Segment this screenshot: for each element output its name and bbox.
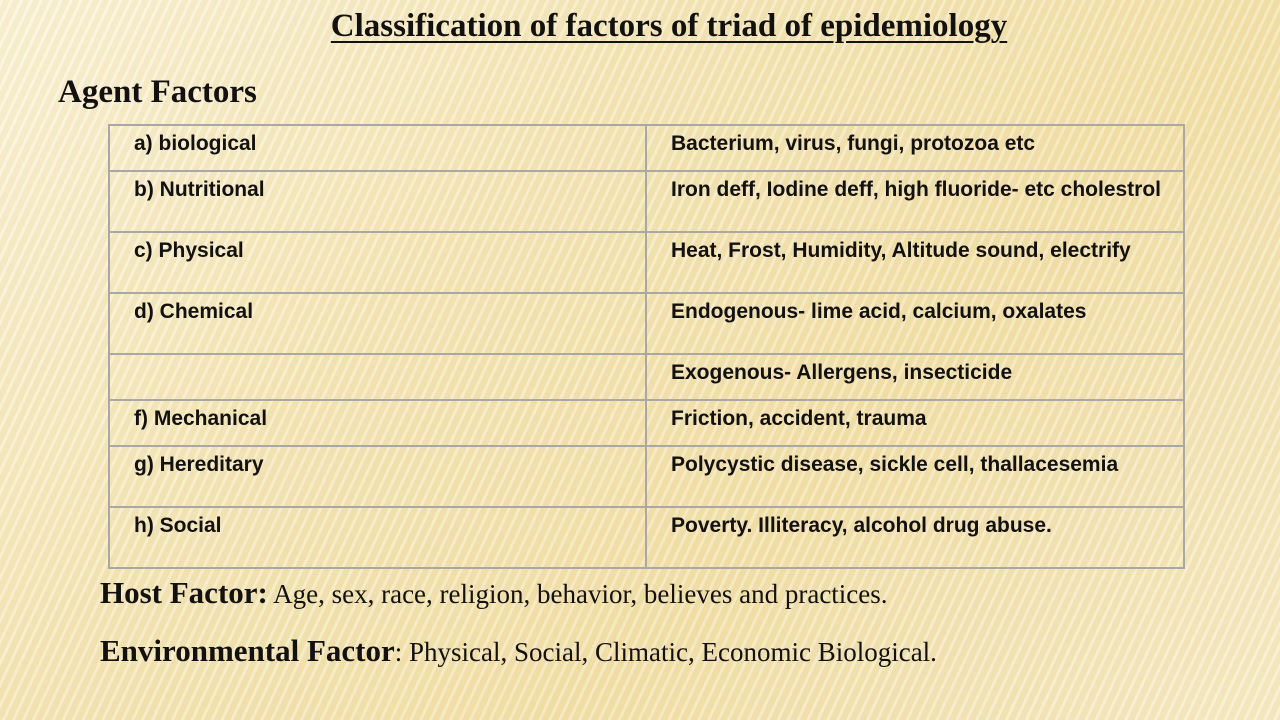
agent-factors-heading: Agent Factors [58,74,257,110]
category-cell: h) Social [108,506,647,569]
examples-cell: Exogenous- Allergens, insecticide [645,353,1185,401]
category-cell [108,353,647,401]
table-row: c) Physical Heat, Frost, Humidity, Altit… [108,231,1185,294]
table-row: f) Mechanical Friction, accident, trauma [108,399,1185,447]
table-row: a) biological Bacterium, virus, fungi, p… [108,124,1185,172]
environmental-factor-text: : Physical, Social, Climatic, Economic B… [394,637,937,667]
examples-cell: Polycystic disease, sickle cell, thallac… [645,445,1185,508]
examples-cell: Heat, Frost, Humidity, Altitude sound, e… [645,231,1185,294]
category-cell: a) biological [108,124,647,172]
examples-cell: Iron deff, Iodine deff, high fluoride- e… [645,170,1185,233]
table-row: Exogenous- Allergens, insecticide [108,353,1185,401]
host-factor-text: Age, sex, race, religion, behavior, beli… [267,579,888,609]
examples-cell: Poverty. Illiteracy, alcohol drug abuse. [645,506,1185,569]
category-cell: b) Nutritional [108,170,647,233]
examples-cell: Bacterium, virus, fungi, protozoa etc [645,124,1185,172]
agent-factors-table: a) biological Bacterium, virus, fungi, p… [108,124,1185,569]
environmental-factor-label: Environmental Factor [100,633,395,668]
category-cell: f) Mechanical [108,399,647,447]
host-factor-label: Host Factor: [100,575,268,610]
table-row: d) Chemical Endogenous- lime acid, calci… [108,292,1185,355]
table-row: h) Social Poverty. Illiteracy, alcohol d… [108,506,1185,569]
environmental-factor-line: Environmental Factor: Physical, Social, … [100,634,1200,669]
examples-cell: Endogenous- lime acid, calcium, oxalates [645,292,1185,355]
table-row: g) Hereditary Polycystic disease, sickle… [108,445,1185,508]
host-factor-line: Host Factor: Age, sex, race, religion, b… [100,576,1200,611]
examples-cell: Friction, accident, trauma [645,399,1185,447]
category-cell: g) Hereditary [108,445,647,508]
category-cell: c) Physical [108,231,647,294]
slide-title: Classification of factors of triad of ep… [330,8,1008,44]
table-row: b) Nutritional Iron deff, Iodine deff, h… [108,170,1185,233]
category-cell: d) Chemical [108,292,647,355]
